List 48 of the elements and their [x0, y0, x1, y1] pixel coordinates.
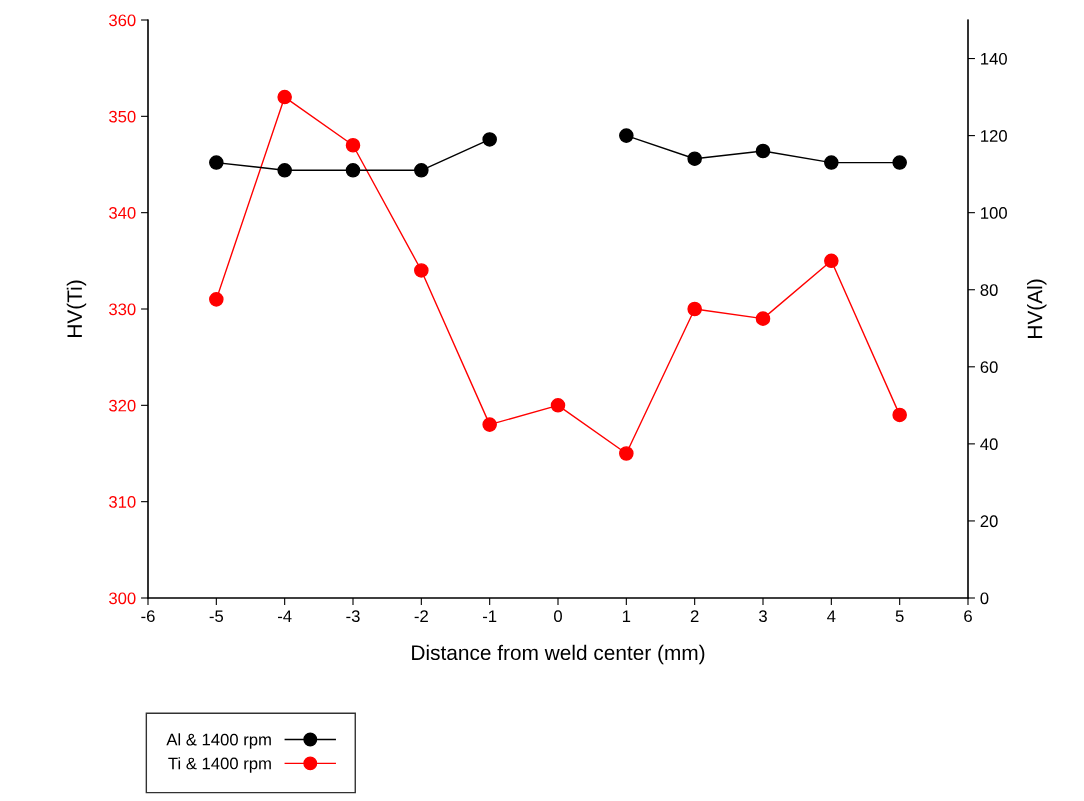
x-tick-label: -3: [346, 610, 360, 623]
x-tick-label: 6: [964, 610, 972, 623]
y-tick-label: 320: [109, 399, 136, 412]
x-axis-title: Distance from weld center (mm): [412, 644, 705, 665]
x-tick-label: -2: [414, 610, 428, 622]
point: [824, 253, 839, 269]
x-tick-label: -1: [483, 610, 497, 622]
point: [414, 263, 429, 278]
point: [619, 128, 634, 143]
point: [892, 155, 907, 170]
y2-tick-label: 120: [981, 130, 1007, 142]
y-axis-title: HV(Ti): [66, 280, 87, 337]
x-tick-label: 5: [895, 610, 904, 623]
point: [755, 311, 771, 326]
point: [755, 143, 771, 159]
x-tick-label: -6: [141, 610, 155, 623]
y2-tick-label: 20: [980, 515, 998, 528]
point: [482, 417, 497, 432]
y2-tick-label: 100: [981, 207, 1007, 219]
y-tick-label: 300: [109, 592, 136, 605]
point: [550, 398, 566, 413]
legend-label: Ti & 1400 rpm: [168, 757, 271, 773]
x-tick-label: 0: [554, 610, 562, 623]
point: [687, 151, 702, 167]
x-tick-label: 3: [759, 610, 767, 623]
x-tick-label: 4: [827, 610, 836, 622]
y2-tick-label: 140: [981, 52, 1007, 65]
point: [824, 155, 839, 170]
y-tick-label: 310: [109, 496, 136, 508]
point: [892, 407, 907, 423]
y2-tick-label: 80: [980, 284, 998, 296]
y2-axis-title: HV(Al): [1027, 279, 1047, 338]
legend-label: Al & 1400 rpm: [166, 733, 271, 749]
y2-tick-label: 0: [980, 592, 989, 605]
y-tick-label: 360: [109, 14, 136, 27]
point: [619, 446, 634, 461]
y-tick-label: 330: [109, 303, 136, 316]
x-tick-label: 2: [690, 610, 699, 622]
point: [687, 301, 702, 317]
y2-tick-label: 60: [980, 361, 998, 373]
x-tick-label: 1: [622, 610, 631, 622]
y-tick-label: 350: [109, 110, 136, 123]
point: [209, 292, 224, 307]
x-tick-label: -4: [278, 610, 292, 622]
y2-tick-label: 40: [980, 438, 998, 451]
y-tick-label: 340: [109, 207, 136, 219]
point: [277, 89, 292, 105]
x-tick-label: -5: [209, 610, 224, 623]
